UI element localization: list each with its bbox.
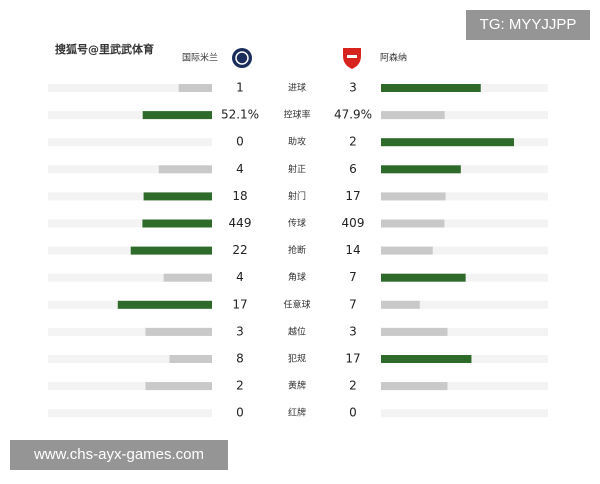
home-logo — [232, 48, 252, 68]
home-value: 1 — [236, 81, 244, 95]
home-value: 0 — [236, 135, 244, 149]
home-bar — [142, 219, 212, 228]
home-track — [48, 273, 212, 282]
away-bar — [381, 246, 433, 255]
home-value: 449 — [229, 216, 252, 230]
home-bar — [178, 84, 212, 92]
away-bar — [381, 219, 445, 228]
home-track — [48, 246, 212, 255]
home-track — [48, 382, 212, 391]
away-value: 17 — [345, 352, 360, 366]
home-track — [48, 327, 212, 336]
away-value: 7 — [349, 297, 357, 311]
home-value: 18 — [232, 189, 247, 203]
away-track — [381, 246, 548, 255]
home-track — [48, 409, 212, 418]
home-value: 4 — [236, 162, 244, 176]
away-bar — [381, 138, 514, 147]
home-track — [48, 165, 212, 174]
away-bar — [381, 355, 472, 363]
away-bar — [381, 192, 446, 201]
stat-label: 越位 — [288, 325, 306, 337]
home-track — [48, 355, 212, 363]
away-value: 7 — [349, 270, 357, 284]
tg-watermark: TG: MYYJJPP — [466, 10, 590, 40]
away-value: 409 — [342, 216, 365, 230]
home-bar — [145, 382, 212, 391]
stat-label: 抢断 — [288, 244, 306, 256]
home-track — [48, 219, 212, 228]
home-bar — [130, 246, 212, 255]
home-value: 17 — [232, 297, 247, 311]
stat-label: 助攻 — [288, 136, 306, 148]
away-value: 3 — [349, 324, 357, 338]
away-track — [381, 382, 548, 391]
away-track — [381, 327, 548, 336]
site-watermark: www.chs-ayx-games.com — [10, 440, 228, 470]
home-value: 52.1% — [221, 108, 259, 122]
away-bar — [381, 165, 461, 174]
away-value: 2 — [349, 379, 357, 393]
away-track — [381, 300, 548, 309]
home-track — [48, 138, 212, 147]
away-track — [381, 219, 548, 228]
stat-label: 控球率 — [283, 109, 310, 121]
home-track — [48, 192, 212, 201]
away-value: 17 — [345, 189, 360, 203]
away-value: 14 — [345, 243, 360, 257]
home-bar — [145, 327, 212, 336]
home-value: 4 — [236, 270, 244, 284]
away-bar — [381, 84, 481, 92]
stat-label: 黄牌 — [288, 380, 306, 392]
home-value: 8 — [236, 352, 244, 366]
stat-label: 射门 — [288, 190, 306, 202]
stat-label: 射正 — [288, 163, 306, 175]
away-value: 0 — [349, 406, 357, 420]
away-bar — [381, 382, 448, 391]
stat-label: 进球 — [288, 82, 306, 94]
stat-label: 任意球 — [283, 298, 310, 310]
home-bar — [158, 165, 212, 174]
stat-label: 犯规 — [288, 354, 306, 365]
home-track — [48, 111, 212, 120]
home-team: 国际米兰 — [182, 52, 218, 64]
away-logo — [343, 48, 361, 69]
home-track — [48, 84, 212, 92]
away-bar — [381, 300, 420, 309]
away-track — [381, 409, 548, 418]
home-bar — [143, 192, 212, 201]
away-bar — [381, 273, 466, 282]
source-watermark: 搜狐号@里武武体育 — [55, 42, 154, 56]
stat-label: 角球 — [288, 271, 306, 283]
away-bar — [381, 111, 445, 120]
away-value: 47.9% — [334, 108, 372, 122]
home-bar — [142, 111, 212, 120]
away-value: 6 — [349, 162, 357, 176]
away-team: 阿森纳 — [380, 52, 407, 64]
away-value: 2 — [349, 135, 357, 149]
away-track — [381, 111, 548, 120]
away-track — [381, 165, 548, 174]
away-value: 3 — [349, 81, 357, 95]
away-track — [381, 192, 548, 201]
stat-label: 红牌 — [288, 407, 306, 419]
home-value: 0 — [236, 406, 244, 420]
away-bar — [381, 327, 448, 336]
home-value: 3 — [236, 324, 244, 338]
home-bar — [117, 300, 212, 309]
home-bar — [169, 355, 212, 363]
home-value: 22 — [232, 243, 247, 257]
stat-label: 传球 — [288, 217, 306, 229]
home-bar — [163, 273, 212, 282]
home-value: 2 — [236, 379, 244, 393]
